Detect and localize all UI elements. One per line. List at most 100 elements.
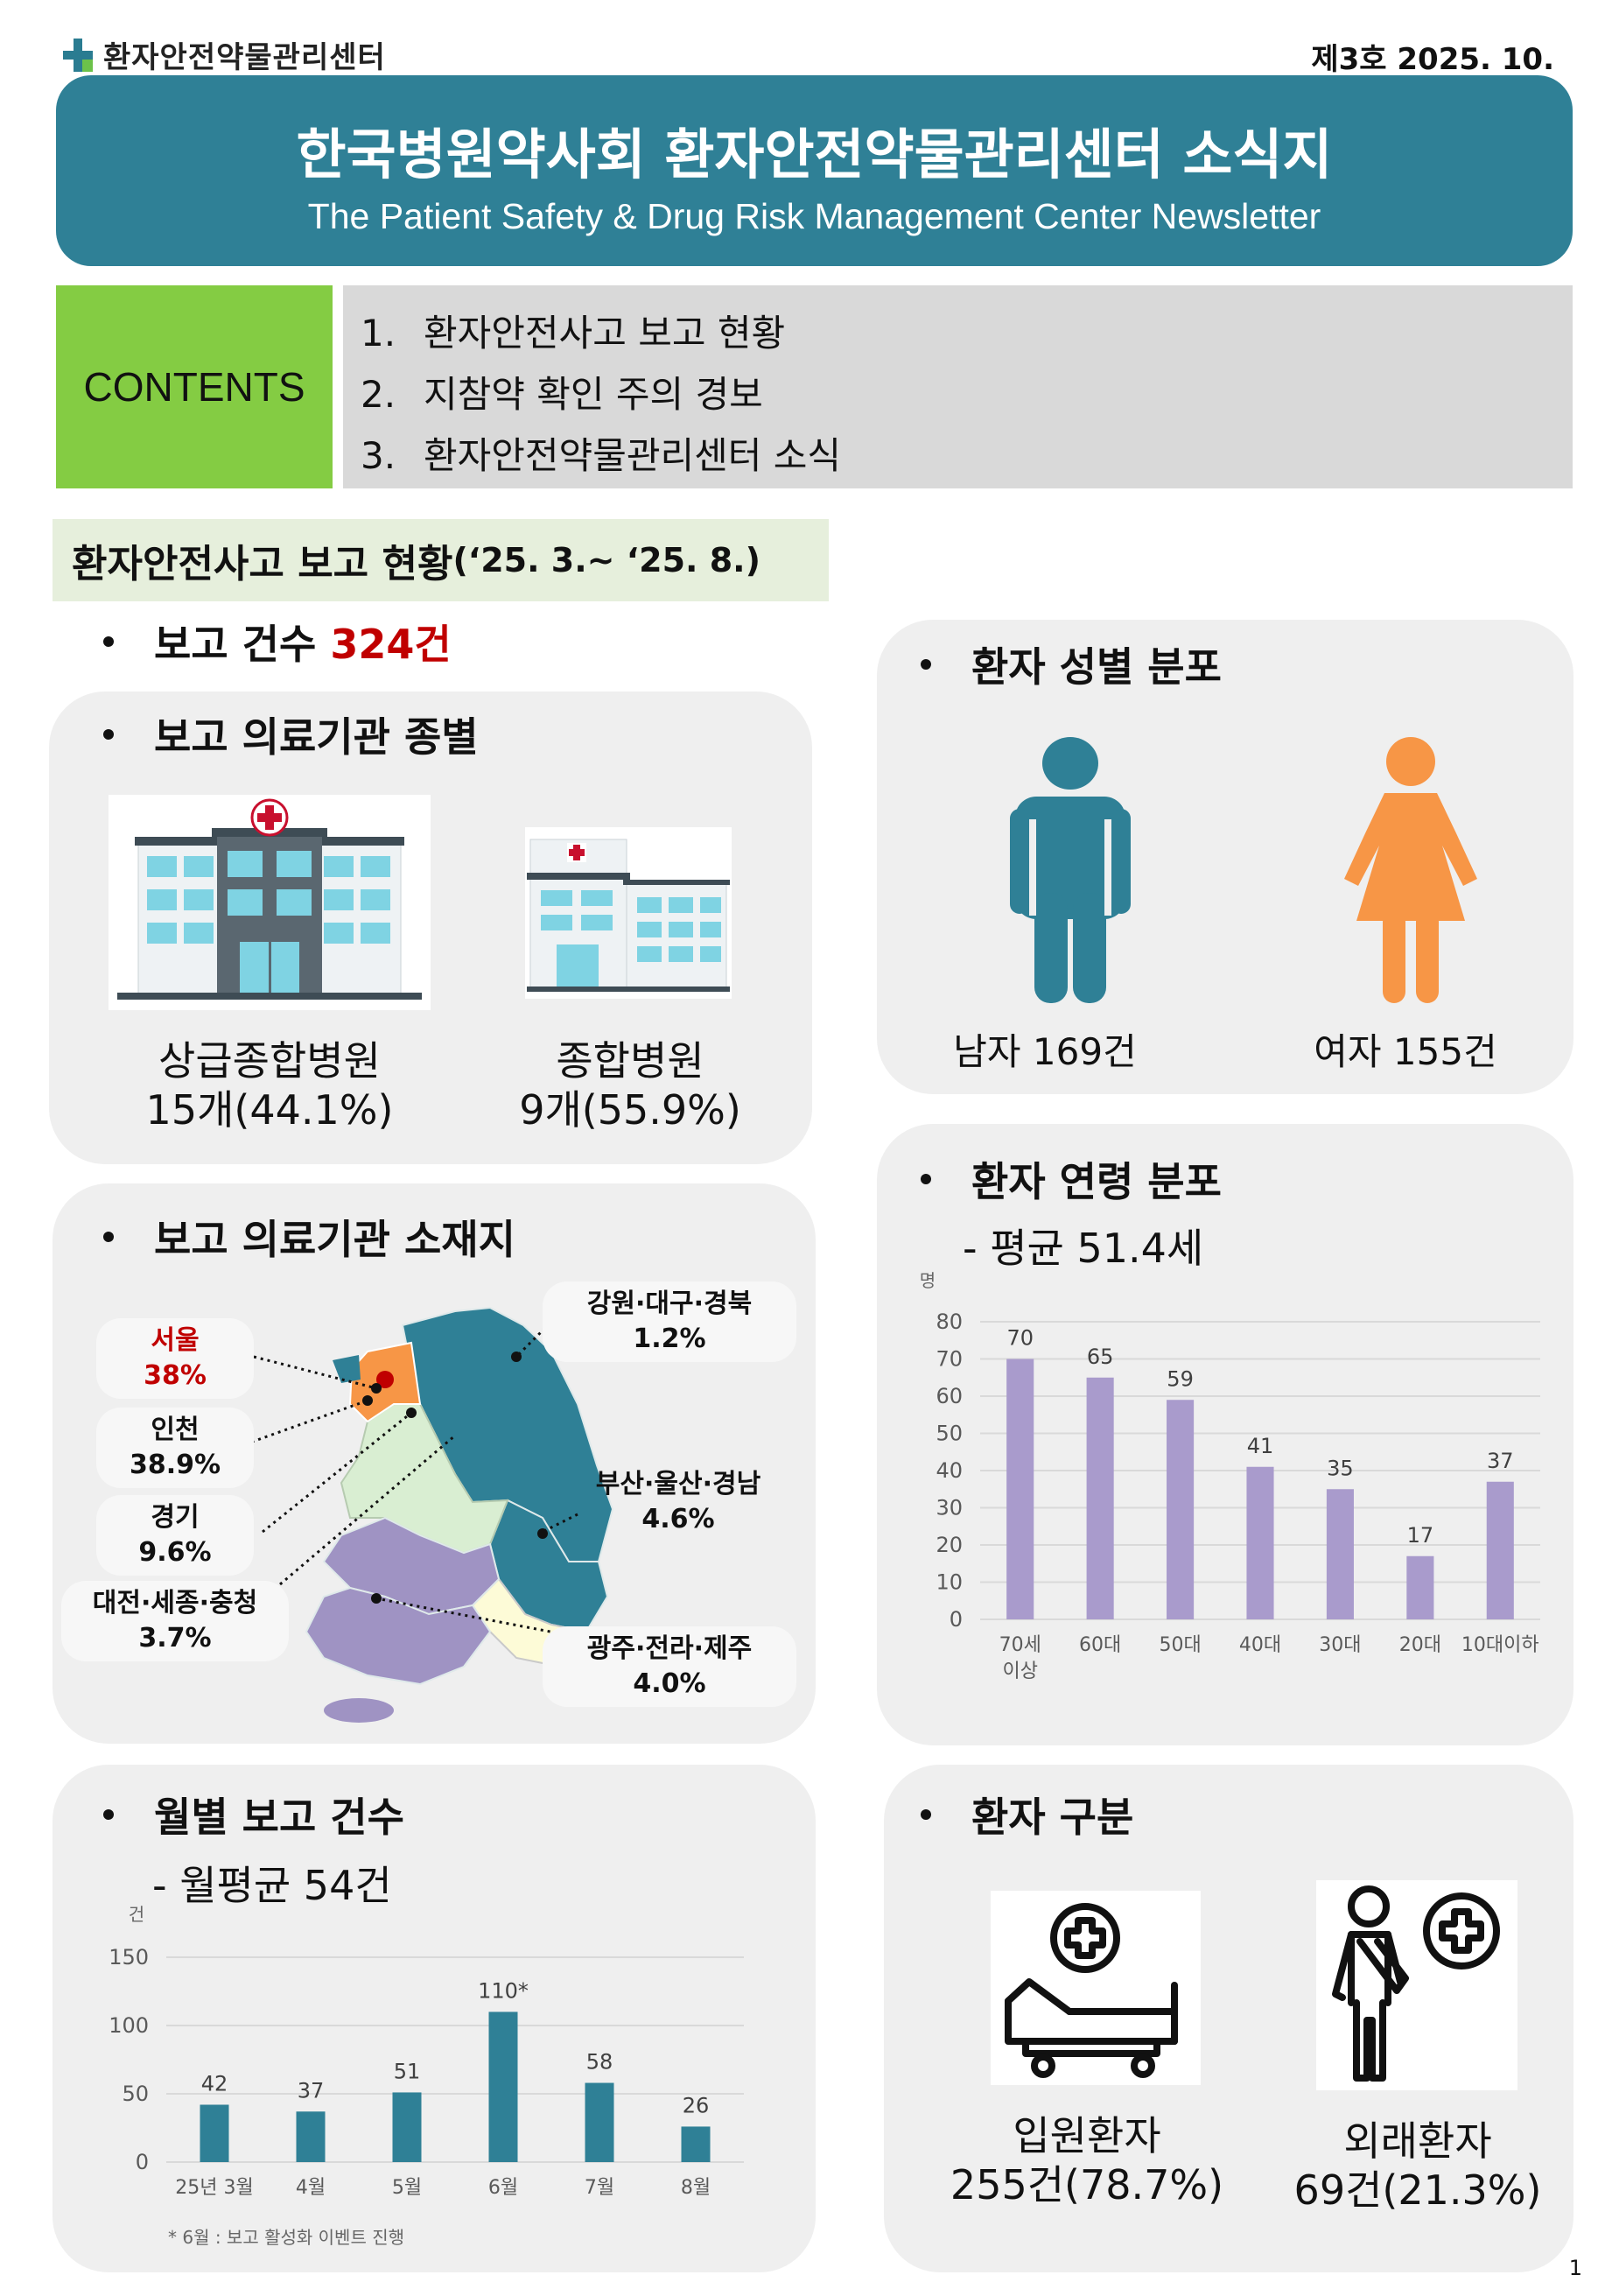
x-tick-label: 이상 [1002, 1661, 1037, 1682]
region-label: 서울 38% [96, 1318, 254, 1399]
institution-type-item: 상급종합병원 15개(44.1%) [145, 1037, 394, 1134]
data-label: 65 [1087, 1345, 1114, 1369]
report-count: 보고 건수 324건 [103, 613, 452, 671]
general-hospital-icon [525, 827, 732, 999]
y-tick-label: 70 [936, 1347, 963, 1372]
y-tick-label: 50 [936, 1422, 963, 1446]
data-label: 58 [586, 2050, 613, 2075]
monthly-footnote: * 6월 : 보고 활성화 이벤트 진행 [168, 2227, 405, 2248]
y-unit-label: 건 [129, 1904, 144, 1925]
outpatient-icon [1316, 1880, 1517, 2090]
bar [200, 2104, 229, 2162]
data-label: 110* [478, 1978, 529, 2003]
bar [488, 2012, 518, 2162]
y-tick-label: 30 [936, 1496, 963, 1520]
x-tick-label: 6월 [488, 2177, 518, 2199]
title-banner: 한국병원약사회 환자안전약물관리센터 소식지 The Patient Safet… [56, 75, 1573, 266]
x-tick-label: 25년 3월 [175, 2177, 253, 2199]
y-tick-label: 100 [109, 2013, 149, 2038]
x-tick-label: 40대 [1239, 1634, 1281, 1656]
x-tick-label: 50대 [1159, 1634, 1201, 1656]
contents-label: CONTENTS [56, 285, 333, 488]
data-label: 37 [1487, 1449, 1514, 1473]
data-label: 59 [1167, 1366, 1194, 1391]
data-label: 35 [1327, 1456, 1354, 1480]
map-leader-lines [245, 1311, 578, 1639]
bar [585, 2082, 614, 2162]
male-count: 남자 169건 [953, 1030, 1137, 1073]
monthly-average: - 월평균 54건 [152, 1862, 392, 1909]
cross-logo-icon [63, 38, 93, 72]
x-tick-label: 8월 [681, 2177, 711, 2199]
bar [1167, 1400, 1195, 1619]
tertiary-hospital-icon [109, 795, 431, 1010]
bar [1086, 1377, 1114, 1619]
region-label: 인천 38.9% [96, 1408, 254, 1488]
bar [681, 2126, 711, 2162]
y-tick-label: 60 [936, 1384, 963, 1408]
page-number: 1 [1568, 2256, 1582, 2280]
y-unit-label: 명 [920, 1270, 936, 1291]
bullet-icon [103, 636, 114, 647]
bar [1486, 1481, 1514, 1619]
institution-type-item: 종합병원 9개(55.9%) [519, 1037, 741, 1134]
y-tick-label: 10 [936, 1570, 963, 1595]
age-card [877, 1124, 1573, 1745]
region-label: 부산·울산·경남 4.6% [595, 1469, 761, 1534]
x-tick-label: 30대 [1319, 1634, 1361, 1656]
bar [1406, 1555, 1434, 1619]
korea-map [305, 1306, 614, 1723]
x-tick-label: 7월 [585, 2177, 614, 2199]
contents-item: 2. 지참약 확인 주의 경보 [361, 373, 763, 416]
x-tick-label: 60대 [1079, 1634, 1121, 1656]
region-label: 광주·전라·제주 4.0% [543, 1626, 796, 1707]
y-tick-label: 0 [950, 1607, 963, 1632]
newsletter-subtitle: The Patient Safety & Drug Risk Managemen… [307, 196, 1321, 236]
gender-title: 환자 성별 분포 [921, 635, 1222, 693]
patient-type-item: 외래환자 69건(21.3%) [1293, 2117, 1542, 2214]
monthly-card [53, 1765, 816, 2272]
location-title: 보고 의료기관 소재지 [103, 1208, 515, 1266]
logo-text: 환자안전약물관리센터 [103, 40, 386, 75]
y-tick-label: 40 [936, 1458, 963, 1483]
bar [296, 2111, 326, 2162]
female-count: 여자 155건 [1314, 1030, 1497, 1073]
x-tick-label: 5월 [392, 2177, 422, 2199]
male-icon [1010, 737, 1131, 1003]
age-title: 환자 연령 분포 [921, 1150, 1222, 1208]
data-label: 37 [298, 2078, 325, 2103]
bar [1246, 1466, 1274, 1619]
newsletter-title: 한국병원약사회 환자안전약물관리센터 소식지 [296, 123, 1333, 186]
monthly-title: 월별 보고 건수 [103, 1786, 404, 1843]
patient-type-item: 입원환자 255건(78.7%) [950, 2112, 1224, 2208]
bar [1006, 1359, 1034, 1619]
data-label: 17 [1407, 1523, 1434, 1548]
monthly-bar-chart: 건 0 50 100 150 42 25년 3월 37 4월 51 5월 110* 6월 58 7월 26 8월 [109, 1904, 744, 2199]
contents-list: 1. 환자안전사고 보고 현황 2. 지참약 확인 주의 경보 3. 환자안전약물관리… [343, 285, 1573, 488]
bar [392, 2092, 422, 2162]
inpatient-icon [991, 1891, 1201, 2085]
y-tick-label: 20 [936, 1533, 963, 1557]
contents-item: 1. 환자안전사고 보고 현황 [361, 312, 786, 355]
x-tick-label: 4월 [296, 2177, 326, 2199]
x-tick-label: 10대이하 [1461, 1634, 1539, 1656]
institution-type-title: 보고 의료기관 종별 [103, 706, 479, 763]
bar [1326, 1489, 1354, 1619]
data-label: 51 [394, 2059, 421, 2083]
region-label: 대전·세종·충청 3.7% [61, 1581, 289, 1661]
y-tick-label: 0 [136, 2150, 149, 2174]
issue-number: 제3호 2025. 10. [1311, 42, 1554, 77]
region-label: 강원·대구·경북 1.2% [543, 1281, 796, 1362]
contents-item: 3. 환자안전약물관리센터 소식 [361, 434, 842, 477]
female-icon [1344, 737, 1477, 1003]
region-label: 경기 9.6% [96, 1495, 254, 1576]
section-title: 환자안전사고 보고 현황 (‘25. 3.~ ‘25. 8.) [53, 519, 829, 601]
data-label: 42 [201, 2071, 228, 2096]
y-tick-label: 80 [936, 1309, 963, 1334]
x-tick-label: 70세 [999, 1634, 1041, 1656]
x-tick-label: 20대 [1399, 1634, 1441, 1656]
data-label: 41 [1247, 1434, 1274, 1458]
center-logo: 환자안전약물관리센터 [63, 33, 386, 76]
data-label: 26 [683, 2093, 710, 2117]
